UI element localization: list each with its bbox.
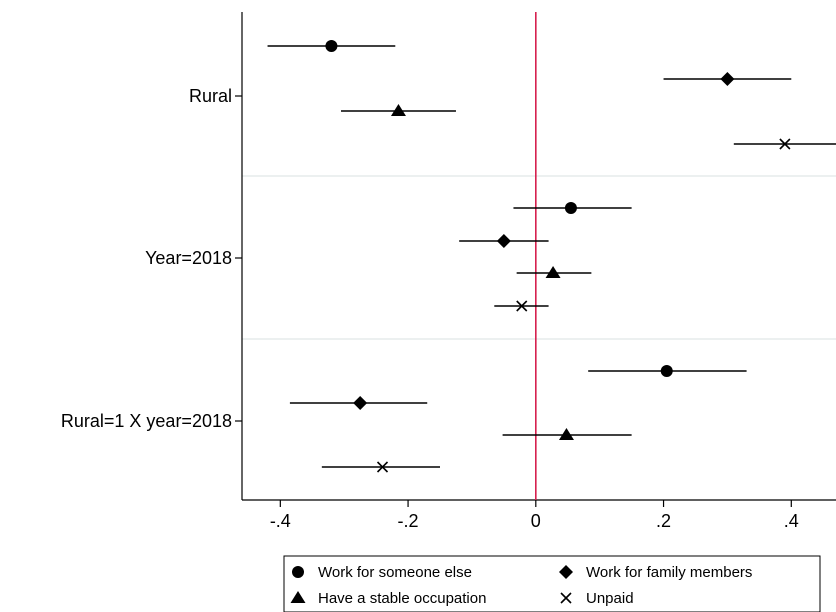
legend-marker-work-for-someone-else xyxy=(292,566,304,578)
x-tick-label: -.4 xyxy=(270,511,291,531)
point-work-for-family-members-year-2018 xyxy=(497,234,511,248)
point-have-a-stable-occupation-rural-1-x-year-2018 xyxy=(559,428,574,440)
point-work-for-family-members-rural-1-x-year-2018 xyxy=(353,396,367,410)
y-tick-label-rural: Rural xyxy=(189,86,232,106)
y-tick-label-rural-1-x-year-2018: Rural=1 X year=2018 xyxy=(61,411,232,431)
point-work-for-family-members-rural xyxy=(720,72,734,86)
y-tick-label-year-2018: Year=2018 xyxy=(145,248,232,268)
point-work-for-someone-else-rural-1-x-year-2018 xyxy=(661,365,673,377)
legend-label-work-for-someone-else: Work for someone else xyxy=(318,564,472,581)
legend-label-work-for-family-members: Work for family members xyxy=(586,564,752,581)
point-work-for-someone-else-rural xyxy=(325,40,337,52)
legend-label-have-a-stable-occupation: Have a stable occupation xyxy=(318,590,486,607)
point-have-a-stable-occupation-year-2018 xyxy=(546,266,561,278)
point-have-a-stable-occupation-rural xyxy=(391,104,406,116)
legend-label-unpaid: Unpaid xyxy=(586,590,634,607)
x-tick-label: 0 xyxy=(531,511,541,531)
x-tick-label: .2 xyxy=(656,511,671,531)
x-tick-label: -.2 xyxy=(398,511,419,531)
x-tick-label: .4 xyxy=(784,511,799,531)
point-work-for-someone-else-year-2018 xyxy=(565,202,577,214)
